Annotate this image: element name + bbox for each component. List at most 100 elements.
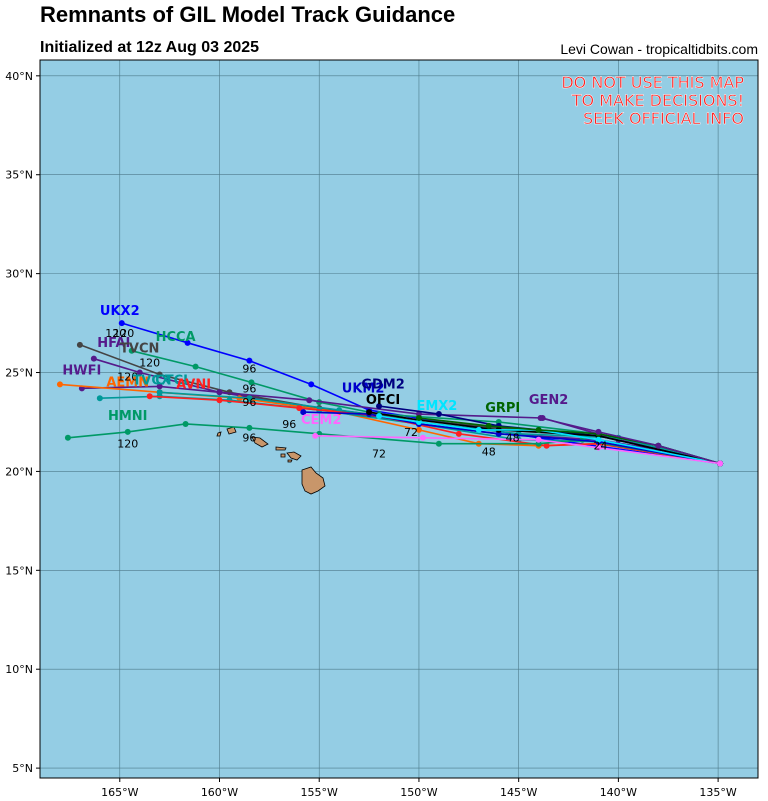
track-point-emx2 [595, 436, 602, 443]
forecast-hour-label: 72 [372, 448, 386, 461]
track-point-hwfi [216, 389, 223, 396]
track-point-hmni [435, 440, 442, 447]
track-point-avni [146, 393, 153, 400]
model-label-cem2: CEM2 [301, 413, 341, 428]
lat-tick-label: 15°N [5, 564, 33, 577]
lon-tick-label: 140°W [600, 786, 637, 799]
kahoolawe [287, 459, 293, 463]
model-label-gdm2: GDM2 [361, 377, 404, 392]
track-point-gdm2 [435, 411, 442, 418]
forecast-hour-label: 72 [404, 426, 418, 439]
forecast-hour-label: 120 [113, 327, 134, 340]
model-labels: 120UKX296120HCCA120HFAITVCN96HWFIAEMN120… [62, 304, 607, 460]
lat-tick-label: 40°N [5, 70, 33, 83]
track-point-ctci [96, 395, 103, 402]
track-point-emx2 [475, 426, 482, 433]
model-label-tvcx: TVCX [132, 373, 171, 388]
track-point-cem2 [419, 434, 426, 441]
model-label-hmni: HMNI [108, 409, 148, 424]
model-label-tvcn: TVCN [120, 342, 159, 357]
model-label-hfai: HFAI [97, 336, 130, 351]
track-point-cem2 [312, 432, 319, 439]
track-point-aemn [56, 381, 63, 388]
track-point-ukx2 [118, 320, 125, 327]
map-title: Remnants of GIL Model Track Guidance [40, 2, 456, 27]
track-point-gen2 [595, 428, 602, 435]
lat-tick-label: 20°N [5, 465, 33, 478]
lanai [280, 453, 286, 458]
forecast-hour-label: 120 [117, 370, 138, 383]
lat-tick-label: 5°N [12, 762, 33, 775]
maui [286, 451, 302, 461]
warning-line-3: SEEK OFFICIAL INFO [583, 109, 744, 128]
track-point-hfai [90, 355, 97, 362]
track-point-hwfi [306, 397, 313, 404]
lon-tick-label: 160°W [201, 786, 238, 799]
forecast-hour-label: 48 [482, 446, 496, 459]
forecast-hour-label: 96 [282, 418, 296, 431]
warning-line-2: TO MAKE DECISIONS! [571, 91, 744, 110]
track-point-hcca [248, 379, 255, 386]
model-label-emx2: EMX2 [416, 399, 457, 414]
model-label-gen2: GEN2 [529, 393, 568, 408]
track-point-avni [455, 430, 462, 437]
track-point-hmni [64, 434, 71, 441]
track-point-ukm2 [300, 409, 307, 416]
track-point-gen2 [655, 442, 662, 449]
hawaiian-islands [216, 426, 326, 495]
model-label-hwfi: HWFI [62, 363, 101, 378]
track-point-hcca [128, 347, 135, 354]
warning-line-1: DO NOT USE THIS MAP [561, 73, 744, 92]
forecast-hour-label: 96 [242, 382, 256, 395]
lon-tick-label: 165°W [101, 786, 138, 799]
track-point-hfai [136, 369, 143, 376]
model-label-ofci: OFCI [366, 393, 400, 408]
track-point-ukx2 [246, 357, 253, 364]
model-label-ctci: CTCI [155, 373, 188, 388]
model-label-avni: AVNI [176, 377, 211, 392]
track-point-grpi [485, 422, 492, 429]
forecast-hour-label: 96 [242, 396, 256, 409]
track-point-ofci [366, 409, 373, 416]
lat-tick-label: 30°N [5, 268, 33, 281]
track-point-tvcn [76, 341, 83, 348]
track-point-ukx2 [308, 381, 315, 388]
lat-tick-label: 25°N [5, 367, 33, 380]
track-point-hmni [182, 420, 189, 427]
track-point-avni [216, 397, 223, 404]
lat-tick-label: 35°N [5, 169, 33, 182]
lon-tick-label: 145°W [500, 786, 537, 799]
model-label-grpi: GRPI [485, 401, 520, 416]
model-label-aemn: AEMN [106, 375, 149, 390]
kauai [226, 426, 237, 435]
lon-tick-label: 135°W [699, 786, 736, 799]
track-point-cem2 [595, 444, 602, 451]
track-point-emx2 [376, 413, 383, 420]
credit-text: Levi Cowan - tropicaltidbits.com [560, 41, 758, 57]
forecast-hour-label: 120 [105, 327, 126, 340]
init-time-subtitle: Initialized at 12z Aug 03 2025 [40, 39, 260, 56]
track-point-hwfi [156, 383, 163, 390]
track-point-tvcx [246, 395, 253, 402]
track-point-grpi [415, 415, 422, 422]
axis-labels: 40°N 35°N 30°N 25°N 20°N 15°N 10°N 5°N 165°W 160°… [5, 70, 737, 799]
track-ukm2 [303, 411, 721, 465]
track-point-aemn [415, 426, 422, 433]
oahu [251, 436, 269, 448]
track-point-tvcn [156, 371, 163, 378]
model-tracks [56, 320, 724, 467]
map-frame [39, 59, 759, 779]
forecast-hour-label: 24 [593, 440, 607, 453]
lon-tick-label: 155°W [301, 786, 338, 799]
forecast-hour-label: 96 [242, 363, 256, 376]
model-label-ukm2: UKM2 [342, 381, 385, 396]
forecast-hour-label: 120 [139, 357, 160, 370]
lat-tick-label: 10°N [5, 663, 33, 676]
track-point-cem2 [717, 460, 724, 467]
big-island-hawaii [301, 466, 326, 495]
track-point-hmni [124, 428, 131, 435]
warning-box: DO NOT USE THIS MAP TO MAKE DECISIONS! S… [561, 73, 744, 128]
track-gen2 [540, 417, 721, 465]
track-hwfi [81, 385, 721, 465]
